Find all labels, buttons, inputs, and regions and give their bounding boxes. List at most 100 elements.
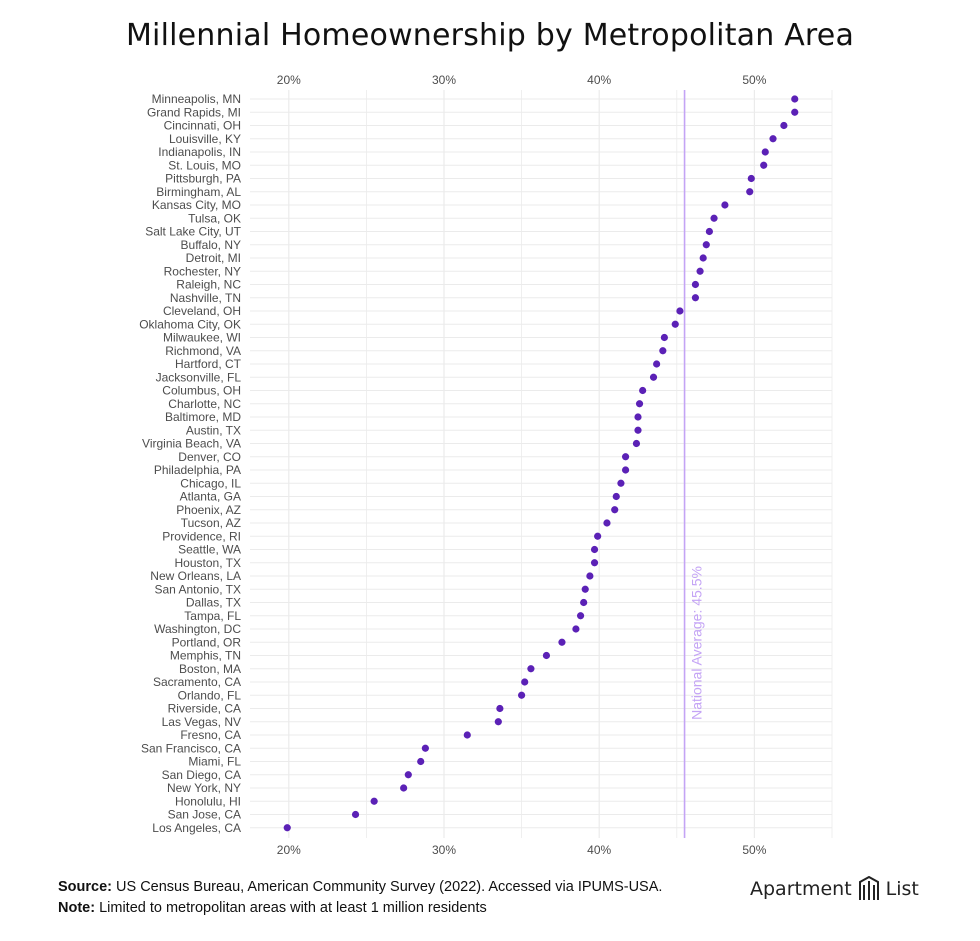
y-category-label: Los Angeles, CA <box>152 821 241 835</box>
data-point <box>590 545 599 554</box>
dot-plot-chart: 20% 20% 30% 30% 40% 40% 50% 50% Minneapolis, MNG… <box>139 73 833 857</box>
data-point <box>671 320 679 328</box>
y-category-label: Houston, TX <box>175 556 241 570</box>
y-category-label: Raleigh, NC <box>176 278 241 292</box>
data-point <box>518 691 526 699</box>
y-category-label: Tampa, FL <box>184 609 241 623</box>
y-category-label: San Diego, CA <box>162 768 241 782</box>
national-average-label: National Average: 45.5% <box>689 566 705 720</box>
data-point <box>632 439 641 448</box>
data-point <box>494 718 502 726</box>
y-category-label: Milwaukee, WI <box>163 331 241 345</box>
source-line: Source: US Census Bureau, American Commu… <box>58 877 662 898</box>
y-category-label: Virginia Beach, VA <box>142 437 241 451</box>
y-category-label: Denver, CO <box>178 450 241 464</box>
source-text: US Census Bureau, American Community Sur… <box>112 879 663 895</box>
x-tick-label-top: 20% <box>277 73 301 87</box>
y-category-label: San Antonio, TX <box>154 582 241 596</box>
y-category-label: Richmond, VA <box>165 344 241 358</box>
data-point <box>791 108 799 116</box>
y-category-label: Salt Lake City, UT <box>145 225 241 239</box>
x-tick-label-bottom: 30% <box>432 843 456 857</box>
source-label: Source: <box>58 879 112 895</box>
note-line: Note: Limited to metropolitan areas with… <box>58 898 662 919</box>
logo-word-list: List <box>885 878 919 900</box>
x-tick-label-top: 50% <box>742 73 766 87</box>
data-point <box>791 95 799 103</box>
data-point <box>283 824 291 832</box>
y-category-label: Tucson, AZ <box>181 516 241 530</box>
data-point <box>702 241 710 249</box>
data-point <box>572 625 580 633</box>
y-category-label: Tulsa, OK <box>188 211 241 225</box>
logo-word-apartment: Apartment <box>750 878 852 900</box>
y-category-label: Dallas, TX <box>186 596 241 610</box>
data-point <box>780 121 788 130</box>
note-label: Note: <box>58 900 96 916</box>
y-category-label: Providence, RI <box>162 529 241 543</box>
x-tick-label-bottom: 50% <box>742 843 766 857</box>
y-category-label: Pittsburgh, PA <box>165 172 241 186</box>
y-category-label: Rochester, NY <box>164 264 241 278</box>
data-point <box>527 665 535 673</box>
data-point <box>660 333 668 342</box>
data-point <box>558 638 566 646</box>
y-category-label: Miami, FL <box>188 755 241 769</box>
y-category-label: Detroit, MI <box>186 251 241 265</box>
y-category-label: Buffalo, NY <box>181 238 241 252</box>
data-point <box>576 612 585 620</box>
y-category-label: Minneapolis, MN <box>152 92 241 106</box>
data-point <box>760 161 768 169</box>
y-category-label: Oklahoma City, OK <box>139 317 241 331</box>
y-category-label: Boston, MA <box>179 662 241 676</box>
data-point <box>463 731 471 739</box>
x-tick-label-bottom: 40% <box>587 843 611 857</box>
x-tick-label-bottom: 20% <box>277 843 301 857</box>
data-point <box>634 426 642 434</box>
y-category-label: Cleveland, OH <box>163 304 241 318</box>
y-category-label: Fresno, CA <box>180 728 241 742</box>
data-point <box>710 214 718 222</box>
y-category-label: Las Vegas, NV <box>162 715 241 729</box>
data-point <box>417 757 425 766</box>
data-point <box>649 373 658 381</box>
y-category-label: Atlanta, GA <box>180 490 241 504</box>
data-point <box>746 188 754 196</box>
data-point <box>421 744 429 752</box>
y-category-label: Grand Rapids, MI <box>147 105 241 119</box>
y-category-label: Chicago, IL <box>180 476 241 490</box>
data-point <box>594 532 602 540</box>
y-category-label: Washington, DC <box>154 622 241 636</box>
y-category-label: Louisville, KY <box>169 132 241 146</box>
data-point <box>521 678 529 686</box>
data-point <box>769 135 777 143</box>
data-point <box>496 704 504 713</box>
data-point <box>653 360 661 368</box>
chart-footer: Source: US Census Bureau, American Commu… <box>58 877 662 919</box>
apartment-list-logo: Apartment List <box>750 876 919 902</box>
building-logo-icon <box>858 876 879 900</box>
data-point <box>621 466 630 474</box>
y-category-label: Nashville, TN <box>170 291 241 305</box>
data-point <box>586 572 594 580</box>
data-point <box>634 413 642 421</box>
data-point <box>621 453 630 461</box>
data-point <box>676 307 684 315</box>
y-category-label: Orlando, FL <box>178 688 242 702</box>
y-category-label: Seattle, WA <box>178 543 241 557</box>
y-category-label: Riverside, CA <box>168 702 241 716</box>
y-category-label: Cincinnati, OH <box>164 119 241 133</box>
y-category-label: Memphis, TN <box>170 649 241 663</box>
y-category-label: St. Louis, MO <box>168 158 241 172</box>
data-point <box>590 559 599 567</box>
data-point <box>721 201 729 209</box>
chart-title: Millennial Homeownership by Metropolitan… <box>125 18 855 53</box>
data-point <box>691 280 700 289</box>
y-category-label: Birmingham, AL <box>156 185 241 199</box>
data-point <box>691 294 700 302</box>
y-category-label: Phoenix, AZ <box>176 503 241 517</box>
data-point <box>761 148 769 156</box>
data-point <box>747 174 755 183</box>
data-point <box>400 784 408 792</box>
x-tick-label-top: 30% <box>432 73 456 87</box>
